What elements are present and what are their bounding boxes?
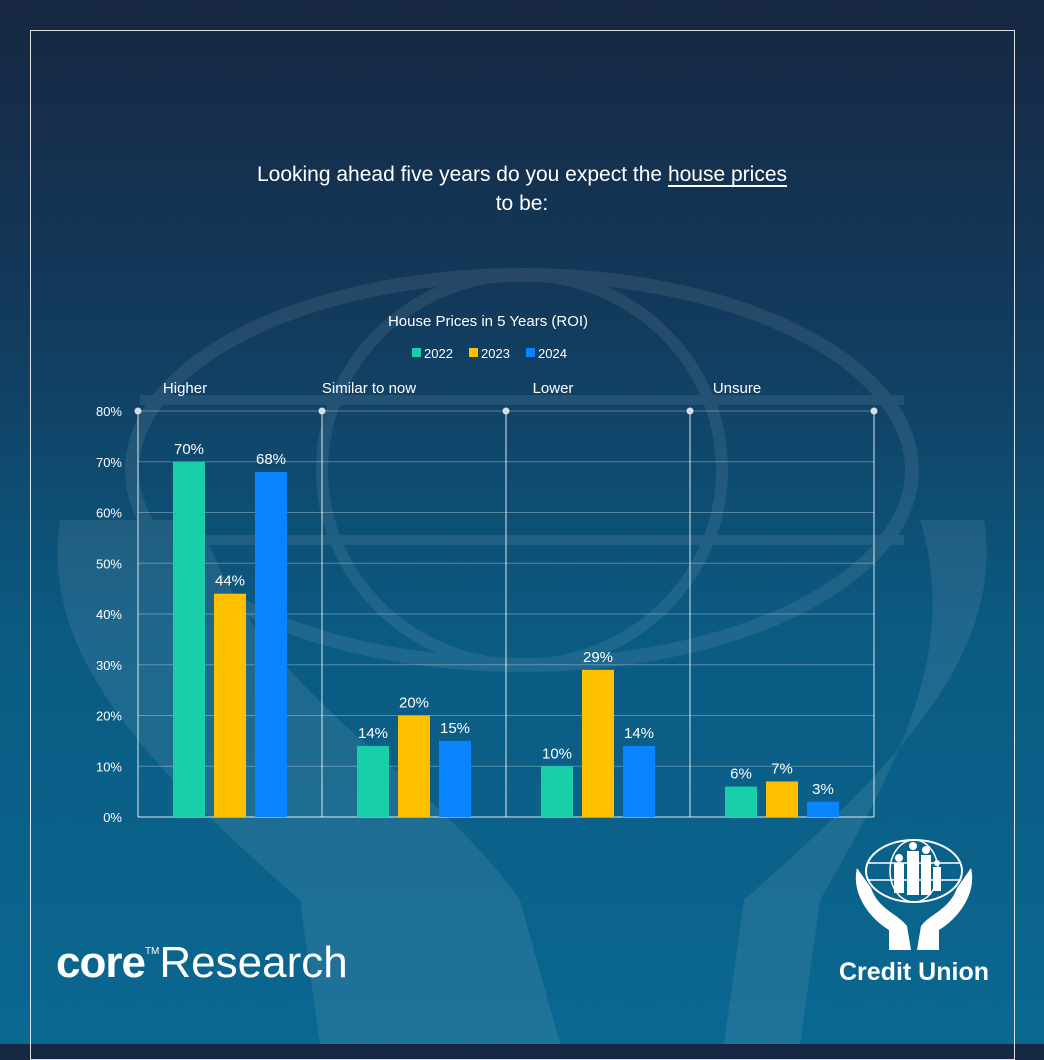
- legend-label-2022: 2022: [424, 346, 453, 361]
- category-label: Unsure: [713, 380, 761, 397]
- y-tick-label: 20%: [96, 709, 122, 724]
- bar-2023-similar-to-now: [398, 715, 430, 817]
- panel-divider-dot: [870, 407, 878, 415]
- data-label: 44%: [215, 573, 245, 590]
- bar-2024-unsure: [807, 801, 839, 817]
- core-logo-bold: core: [56, 938, 146, 987]
- credit-union-name: Credit Union: [839, 958, 989, 986]
- y-tick-label: 40%: [96, 607, 122, 622]
- legend-swatch-2022: [412, 348, 421, 357]
- data-label: 7%: [771, 760, 793, 777]
- data-label: 6%: [730, 766, 752, 783]
- y-tick-label: 10%: [96, 759, 122, 774]
- bar-2023-higher: [214, 593, 246, 817]
- y-tick-label: 60%: [96, 506, 122, 521]
- data-label: 70%: [174, 441, 204, 458]
- data-label: 10%: [542, 745, 572, 762]
- panel-divider-dot: [134, 407, 142, 415]
- bar-2022-lower: [541, 766, 573, 817]
- core-logo-tm: TM: [144, 946, 160, 957]
- category-label: Lower: [533, 380, 574, 397]
- category-label: Higher: [163, 380, 207, 397]
- bar-2023-lower: [582, 669, 614, 817]
- globe-hands-icon: [855, 839, 973, 950]
- data-label: 14%: [624, 725, 654, 742]
- panel-divider-dot: [318, 407, 326, 415]
- title-text-after: to be:: [495, 192, 549, 215]
- page-title: Looking ahead five years do you expect t…: [0, 160, 1044, 218]
- core-research-logo: coreTMResearch: [56, 938, 348, 988]
- title-text-underlined: house prices: [667, 163, 788, 186]
- y-tick-label: 0%: [103, 810, 122, 825]
- data-label: 68%: [256, 451, 286, 468]
- core-logo-research: Research: [159, 938, 348, 987]
- data-label: 15%: [440, 720, 470, 737]
- credit-union-logo: Credit Union: [826, 838, 1002, 987]
- chart-title: House Prices in 5 Years (ROI): [388, 313, 588, 330]
- bar-2024-higher: [255, 471, 287, 817]
- bar-2023-unsure: [766, 781, 798, 817]
- bar-2024-lower: [623, 745, 655, 817]
- bar-2022-unsure: [725, 786, 757, 817]
- panel-divider-dot: [502, 407, 510, 415]
- legend-swatch-2023: [469, 348, 478, 357]
- legend-label-2023: 2023: [481, 346, 510, 361]
- title-text-before: Looking ahead five years do you expect t…: [256, 163, 663, 186]
- data-label: 20%: [399, 695, 429, 712]
- legend-swatch-2024: [526, 348, 535, 357]
- bar-2022-higher: [173, 461, 205, 817]
- bar-2024-similar-to-now: [439, 740, 471, 817]
- y-tick-label: 50%: [96, 556, 122, 571]
- data-label: 14%: [358, 725, 388, 742]
- y-tick-label: 70%: [96, 455, 122, 470]
- y-tick-label: 80%: [96, 404, 122, 419]
- data-label: 29%: [583, 649, 613, 666]
- y-tick-label: 30%: [96, 658, 122, 673]
- bar-2022-similar-to-now: [357, 745, 389, 817]
- legend-label-2024: 2024: [538, 346, 567, 361]
- panel-divider-dot: [686, 407, 694, 415]
- category-label: Similar to now: [322, 380, 416, 397]
- data-label: 3%: [812, 781, 834, 798]
